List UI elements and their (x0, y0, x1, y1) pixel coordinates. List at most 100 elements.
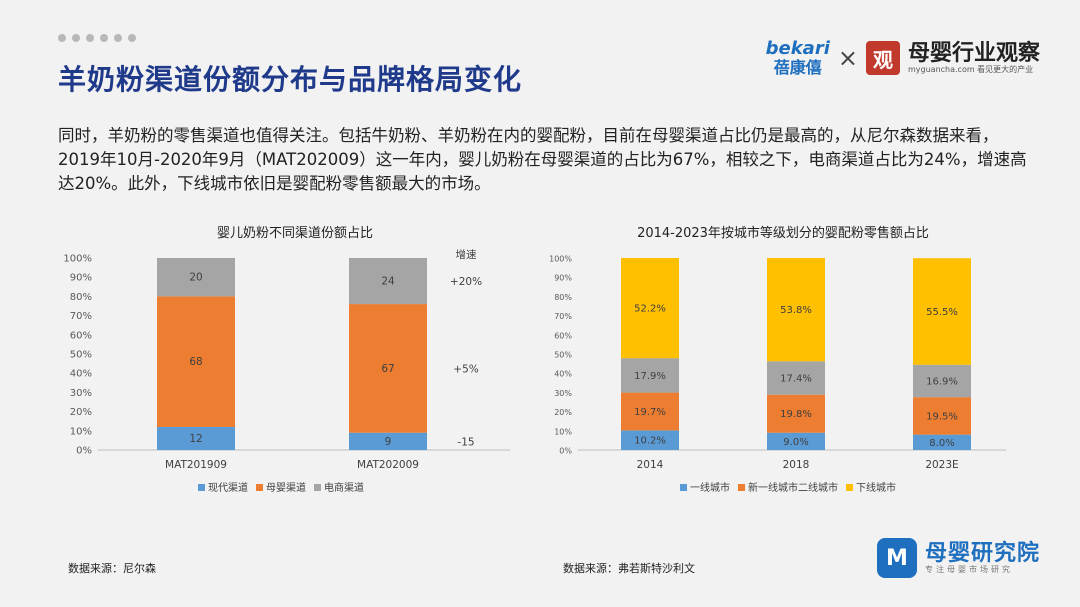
myguancha-logo-cn: 母婴行业观察 (907, 40, 1040, 66)
chart2-bar-3-0 (621, 258, 679, 359)
chart2-bar-0-1 (767, 432, 825, 450)
chart1-bar-2-0 (157, 258, 235, 297)
bekari-logo: bekari 蓓康僖 (766, 40, 830, 76)
dot (114, 34, 122, 42)
dot (86, 34, 94, 42)
dot (58, 34, 66, 42)
chart2-bar-0-0 (621, 430, 679, 450)
chart1-growth-label: -15 (457, 436, 474, 448)
chart2-bar-1-1 (767, 394, 825, 433)
chart1-y-tick-label: 0% (76, 446, 92, 457)
chart1-data-label: 12 (189, 433, 202, 445)
myguancha-logo: 母婴行业观察 myguancha.com 看见更大的产业 (907, 40, 1040, 75)
chart2-data-label: 19.7% (634, 407, 666, 418)
footer-logo: M 母婴研究院 专注母婴市场研究 (876, 538, 1040, 578)
source-right: 数据来源：弗若斯特沙利文 (563, 562, 695, 575)
chart1-data-label: 67 (381, 363, 394, 375)
bekari-logo-cn: 蓓康僖 (773, 58, 822, 77)
chart1-bar-1-0 (157, 296, 235, 427)
mybaby-research-icon: M (876, 538, 917, 578)
chart2-legend-label-3: 下线城市 (856, 481, 896, 494)
source-left: 数据来源：尼尔森 (68, 562, 156, 575)
chart2-bar-1-0 (621, 392, 679, 431)
chart1-legend-swatch-1 (256, 484, 263, 491)
chart1-y-tick-label: 60% (70, 330, 92, 341)
chart2-bar-1-2 (913, 397, 971, 435)
chart2-y-tick-label: 50% (554, 351, 572, 360)
chart2-legend-label-1: 新一线城市二线城市 (748, 481, 838, 494)
chart1-bar-0-0 (157, 426, 235, 450)
chart2-y-tick-label: 90% (554, 274, 572, 283)
bekari-logo-en: bekari (765, 38, 830, 59)
chart2-bar-3-2 (913, 258, 971, 365)
myguancha-logo-sub: myguancha.com 看见更大的产业 (907, 64, 1034, 74)
chart2-data-label: 53.8% (780, 305, 812, 316)
chart2-data-label: 52.2% (634, 304, 666, 315)
times-icon: × (837, 44, 858, 72)
chart2-data-label: 17.4% (780, 374, 812, 385)
chart2-data-label: 19.8% (780, 409, 812, 420)
chart1-x-tick-label: MAT202009 (357, 459, 419, 471)
chart2-title: 2014-2023年按城市等级划分的婴配粉零售额占比 (637, 226, 929, 241)
slide-dots (58, 34, 136, 42)
chart1-svg: 0% 10% 20% 30% 40% 50% 60% 70% 80% 90% 100% 12 68 20 M… (63, 248, 510, 494)
chart1-data-label: 68 (189, 356, 202, 368)
chart1-bar-2-1 (349, 258, 427, 305)
chart2-y-tick-label: 80% (554, 293, 572, 302)
chart1-title: 婴儿奶粉不同渠道份额占比 (216, 226, 373, 241)
chart1-y-tick-label: 40% (70, 369, 92, 380)
dot (100, 34, 108, 42)
chart2-bar-3-1 (767, 258, 825, 362)
myguancha-seal-icon: 观 (865, 41, 900, 75)
chart2-legend-swatch-1 (738, 484, 745, 491)
chart1-data-label: 20 (189, 272, 202, 284)
chart1-legend-swatch-2 (314, 484, 321, 491)
chart2-y-tick-label: 60% (554, 331, 572, 340)
chart2-legend-swatch-0 (680, 484, 687, 491)
chart1-y-tick-label: 70% (70, 311, 92, 322)
chart1-y-tick-label: 30% (70, 388, 92, 399)
dot (128, 34, 136, 42)
chart1-y-tick-label: 20% (70, 407, 92, 418)
chart1-legend-label-1: 母婴渠道 (266, 481, 306, 494)
chart2-data-label: 55.5% (926, 307, 958, 318)
chart2-data-label: 9.0% (783, 437, 808, 448)
chart1-y-tick-label: 10% (70, 426, 92, 437)
chart2-x-tick-label: 2014 (637, 459, 664, 471)
chart1-bar-1-1 (349, 304, 427, 433)
chart1-legend-swatch-0 (198, 484, 205, 491)
chart2-data-label: 8.0% (929, 438, 954, 449)
footer-logo-sub: 专注母婴市场研究 (924, 564, 1013, 574)
chart2-bar-2-1 (767, 361, 825, 395)
chart2-legend-swatch-3 (846, 484, 853, 491)
chart2-data-label: 16.9% (926, 376, 958, 387)
chart1-y-tick-label: 80% (70, 292, 92, 303)
chart1-legend-label-2: 电商渠道 (324, 481, 364, 494)
intro-paragraph: 同时，羊奶粉的零售渠道也值得关注。包括牛奶粉、羊奶粉在内的婴配粉，目前在母婴渠道… (58, 126, 1027, 193)
chart1-y-tick-label: 50% (70, 350, 92, 361)
footer-logo-text: 母婴研究院 专注母婴市场研究 (924, 540, 1040, 575)
chart2-bar-2-0 (621, 358, 679, 393)
header-logos: bekari 蓓康僖 × 观 母婴行业观察 myguancha.com 看见更大… (766, 40, 1040, 76)
chart2-data-label: 19.5% (926, 411, 958, 422)
chart2-y-tick-label: 100% (549, 255, 572, 264)
dot (72, 34, 80, 42)
chart1-data-label: 9 (385, 436, 392, 448)
chart2-y-tick-label: 20% (554, 408, 572, 417)
chart2-x-tick-label: 2023E (925, 459, 958, 471)
chart1-y-tick-label: 90% (70, 273, 92, 284)
chart1-legend-label-0: 现代渠道 (208, 481, 248, 494)
chart1-data-label: 24 (381, 276, 395, 288)
chart2-legend-label-0: 一线城市 (690, 481, 730, 494)
chart1-bar-0-1 (349, 432, 427, 450)
chart2-data-label: 17.9% (634, 371, 666, 382)
chart1-growth-header: 增速 (456, 248, 477, 261)
footer-logo-cn: 母婴研究院 (924, 540, 1040, 566)
chart2-y-tick-label: 10% (554, 427, 572, 436)
chart2-data-label: 10.2% (634, 436, 666, 447)
chart2-bar-2-2 (913, 364, 971, 398)
chart2-bar-0-2 (913, 434, 971, 450)
chart2-x-tick-label: 2018 (783, 459, 810, 471)
chart1-x-tick-label: MAT201909 (165, 459, 227, 471)
chart2-y-tick-label: 70% (554, 312, 572, 321)
